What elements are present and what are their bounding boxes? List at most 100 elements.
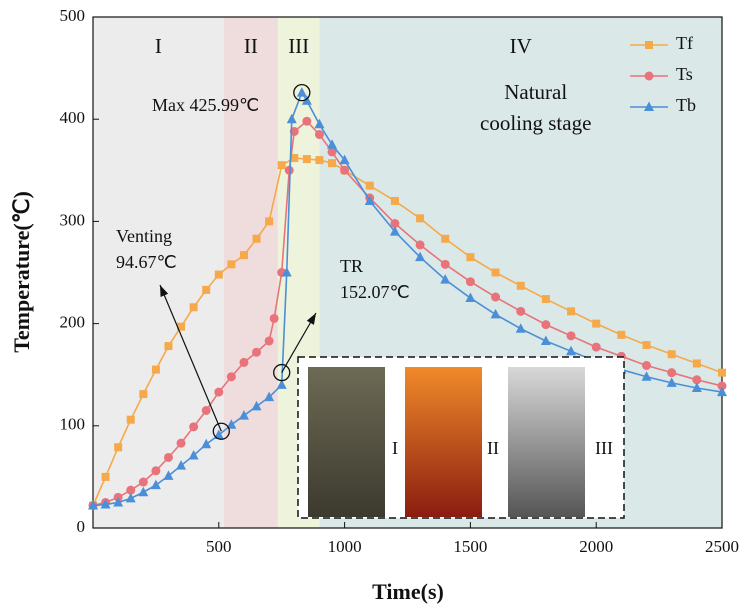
marker (251, 400, 262, 411)
stage-description: Natural (504, 80, 567, 104)
legend-label: Tf (676, 33, 693, 53)
marker (390, 218, 400, 228)
x-tick-label: 2000 (579, 537, 613, 556)
marker (516, 281, 525, 290)
marker (138, 477, 148, 487)
marker (466, 253, 475, 262)
stage-label: III (288, 34, 309, 58)
stage-region (93, 17, 224, 528)
marker (491, 268, 500, 277)
marker (227, 260, 236, 269)
marker (644, 71, 654, 81)
marker (151, 466, 161, 476)
marker (642, 341, 651, 350)
marker (277, 161, 286, 170)
annotation-arrow (281, 312, 317, 373)
x-axis-title: Time(s) (372, 579, 444, 604)
y-axis-title: Temperature(℃) (9, 191, 34, 353)
annotation-text: 94.67℃ (116, 252, 177, 272)
marker (642, 361, 652, 371)
arrow-head (160, 285, 169, 297)
marker (541, 320, 551, 330)
marker (567, 307, 576, 316)
marker (465, 292, 476, 303)
marker (327, 139, 338, 149)
marker (201, 405, 211, 415)
marker (290, 154, 299, 163)
marker (566, 345, 577, 356)
marker (465, 277, 475, 287)
marker (214, 270, 223, 279)
marker (440, 274, 451, 284)
x-tick-label: 2500 (705, 537, 739, 556)
marker (666, 377, 677, 387)
marker (692, 359, 701, 368)
x-tick-label: 1500 (453, 537, 487, 556)
marker (315, 156, 324, 165)
marker (226, 372, 236, 382)
marker (139, 390, 148, 399)
y-tick-label: 200 (60, 313, 86, 332)
marker (327, 147, 337, 157)
legend-label: Ts (676, 64, 693, 84)
marker (540, 335, 551, 345)
marker (515, 323, 526, 333)
marker (328, 159, 337, 168)
marker (667, 350, 676, 359)
marker (667, 368, 677, 378)
y-tick-label: 300 (60, 210, 86, 229)
stage-label: IV (510, 34, 532, 58)
marker (113, 496, 124, 507)
inset-label: II (487, 438, 499, 458)
annotation-text: TR (340, 256, 363, 276)
annotation-point (293, 83, 311, 102)
x-tick-label: 500 (206, 537, 232, 556)
annotation-text: 152.07℃ (340, 282, 410, 302)
marker (150, 479, 161, 490)
inset-photo (508, 367, 585, 517)
series-line (92, 90, 723, 507)
marker (641, 371, 652, 381)
marker (691, 382, 702, 392)
legend-label: Tb (676, 95, 696, 115)
marker (238, 410, 249, 420)
marker (281, 267, 292, 277)
marker (301, 95, 312, 105)
marker (416, 214, 425, 223)
marker (201, 438, 212, 449)
marker (264, 336, 274, 346)
y-tick-label: 500 (60, 6, 86, 25)
stage-label: II (244, 34, 258, 58)
marker (163, 470, 174, 480)
marker (491, 292, 501, 302)
marker (490, 308, 501, 319)
marker (302, 155, 311, 164)
inset-photo (405, 367, 482, 517)
annotation-point (273, 363, 291, 382)
marker (276, 379, 287, 389)
marker (138, 486, 149, 497)
marker (541, 295, 550, 304)
marker (114, 443, 123, 452)
marker (415, 251, 426, 262)
marker (591, 342, 601, 352)
y-tick-label: 0 (77, 517, 86, 536)
marker (164, 342, 173, 351)
marker (314, 118, 325, 129)
marker (252, 347, 262, 357)
marker (617, 330, 626, 339)
marker (125, 492, 136, 503)
marker (286, 113, 297, 124)
marker (717, 386, 727, 397)
marker (88, 500, 98, 510)
marker (226, 419, 237, 429)
annotation-point (212, 422, 230, 440)
marker (239, 251, 248, 260)
marker (364, 195, 375, 205)
marker (340, 165, 350, 175)
inset-label: I (392, 438, 398, 458)
marker (516, 306, 526, 316)
marker (692, 375, 702, 385)
marker (365, 181, 374, 190)
